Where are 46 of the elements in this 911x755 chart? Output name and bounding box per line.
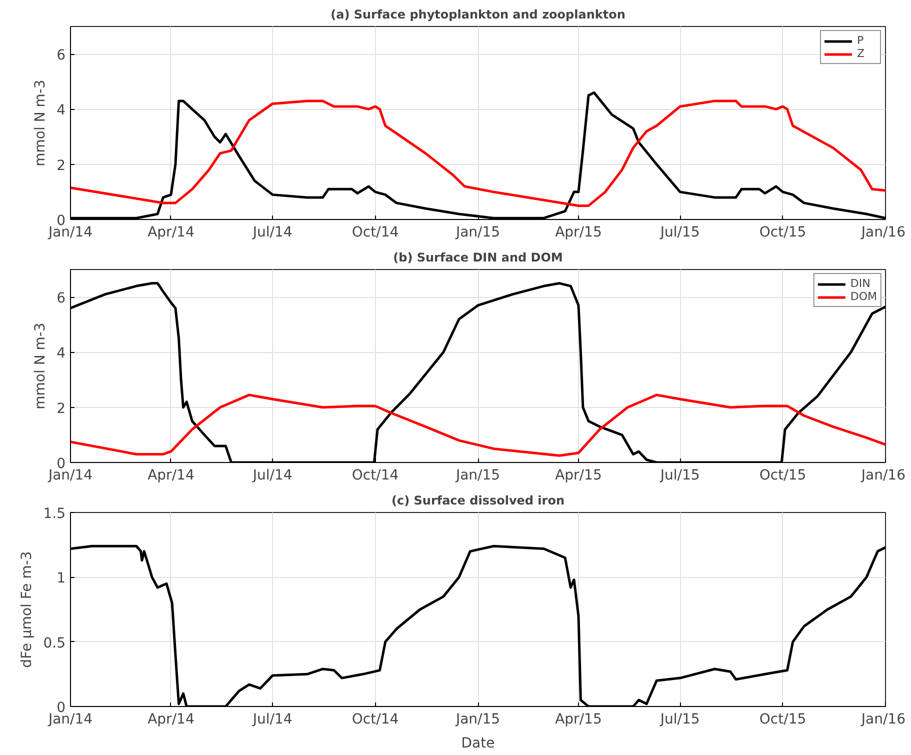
x-tick-label: Apr/15	[555, 468, 602, 484]
x-tick-label: Oct/15	[759, 224, 806, 240]
x-tick-label: Jul/14	[252, 224, 292, 240]
y-tick-label: 4	[56, 102, 66, 119]
y-tick-label: 6	[56, 48, 66, 64]
y-tick-label: 1	[56, 570, 66, 587]
x-tick-label: Apr/14	[148, 224, 194, 240]
x-tick-label: Apr/15	[555, 712, 602, 728]
line-series	[70, 100, 886, 207]
legend-label: DOM	[850, 290, 877, 303]
x-tick-label: Oct/15	[759, 712, 806, 728]
y-tick-label: 1.5	[43, 506, 66, 522]
y-axis-title: mmol N m-3	[32, 80, 49, 166]
x-tick-label: Jul/15	[659, 712, 700, 728]
chart-title: (c) Surface dissolved iron	[392, 494, 565, 508]
x-tick-label: Apr/14	[148, 468, 194, 484]
x-tick-label: Apr/14	[148, 712, 194, 728]
y-tick-label: 4	[56, 346, 66, 362]
x-tick-label: Jan/15	[454, 224, 500, 240]
y-axis-title: dFe μmol Fe m-3	[19, 551, 36, 668]
y-axis-title: mmol N m-3	[32, 322, 49, 410]
x-tick-label: Jan/15	[454, 468, 500, 484]
x-tick-label: Jan/15	[454, 712, 500, 728]
x-tick-label: Oct/14	[352, 712, 399, 728]
x-tick-label: Jul/15	[659, 224, 700, 240]
y-tick-label: 2	[56, 158, 66, 174]
line-series	[70, 394, 886, 457]
x-tick-label: Apr/15	[555, 224, 602, 240]
x-tick-label: Oct/14	[352, 468, 399, 484]
y-tick-label: 2	[56, 400, 66, 417]
x-tick-label: Jan/16	[860, 224, 906, 240]
x-axis-title: Date	[461, 736, 495, 752]
x-tick-label: Jan/16	[860, 712, 906, 728]
legend-label: Z	[857, 47, 866, 60]
x-tick-label: Oct/14	[352, 224, 399, 240]
chart-title: (b) Surface DIN and DOM	[393, 250, 563, 264]
legend-label: DIN	[850, 277, 870, 290]
x-tick-label: Jan/16	[860, 468, 906, 484]
x-tick-label: Oct/15	[759, 468, 806, 484]
x-tick-label: Jul/14	[252, 468, 292, 484]
x-tick-label: Jul/14	[252, 712, 292, 728]
legend-label: P	[857, 34, 865, 47]
y-tick-label: 6	[56, 290, 66, 307]
y-tick-label: 0.5	[43, 635, 66, 652]
x-tick-label: Jul/15	[659, 468, 700, 484]
chart-title: (a) Surface phytoplankton and zooplankton	[330, 8, 626, 22]
